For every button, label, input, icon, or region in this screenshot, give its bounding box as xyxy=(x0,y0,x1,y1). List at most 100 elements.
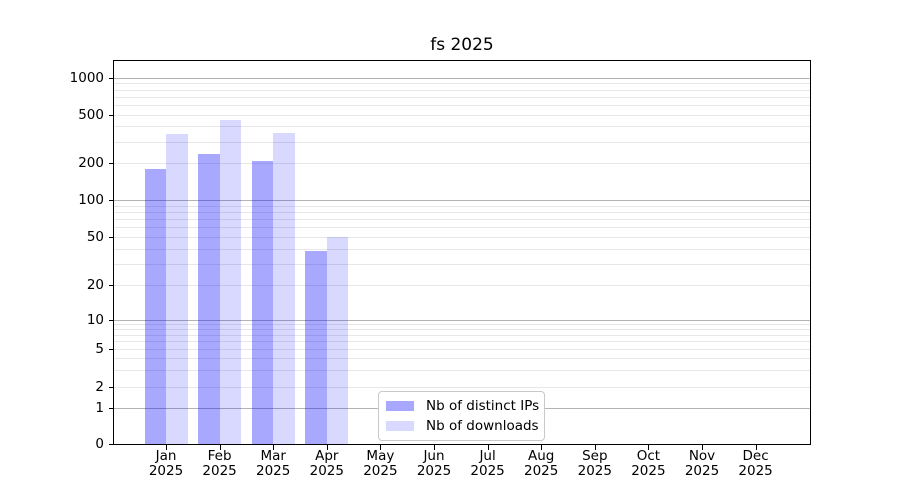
legend-swatch xyxy=(386,400,414,412)
gridline-minor xyxy=(114,114,810,116)
y-tick-label: 1000 xyxy=(69,69,104,86)
y-tick-label: 5 xyxy=(95,341,104,357)
x-tick-label: Aug 2025 xyxy=(506,449,576,479)
y-tick-label: 10 xyxy=(86,311,104,328)
gridline-minor xyxy=(114,386,810,388)
legend-item: Nb of downloads xyxy=(386,418,539,434)
x-tick-mark xyxy=(326,445,328,450)
gridline-minor xyxy=(114,89,810,91)
bar-nb-of-distinct-ips-apr xyxy=(305,251,327,444)
x-tick-label: Dec 2025 xyxy=(721,449,791,479)
x-tick-month: Feb xyxy=(207,448,232,464)
x-tick-month: Nov xyxy=(688,448,716,464)
bar-nb-of-downloads-mar xyxy=(273,132,295,444)
x-tick-mark xyxy=(702,445,703,450)
y-tick-mark xyxy=(109,114,114,116)
gridline-minor xyxy=(114,205,810,207)
x-tick-mark xyxy=(434,445,435,450)
x-tick-mark xyxy=(166,445,167,450)
y-tick-mark xyxy=(109,444,114,445)
x-tick-year: 2025 xyxy=(309,463,344,479)
y-tick-label: 2 xyxy=(95,378,104,395)
y-tick-label: 0 xyxy=(95,436,104,452)
y-tick-mark xyxy=(109,349,114,350)
gridline-minor xyxy=(114,324,810,325)
gridline-major xyxy=(114,77,810,79)
gridline-major xyxy=(114,200,810,201)
x-tick-label: Feb 2025 xyxy=(185,449,255,479)
x-tick-year: 2025 xyxy=(148,463,184,479)
x-tick-mark xyxy=(541,445,543,450)
plot-area xyxy=(113,60,811,445)
x-tick-mark xyxy=(380,445,382,450)
gridline-minor xyxy=(114,126,810,128)
gridline-minor xyxy=(114,236,810,238)
gridline-minor xyxy=(114,248,810,250)
x-tick-month: Sep xyxy=(582,448,608,464)
gridline-minor xyxy=(114,369,810,371)
x-tick-year: 2025 xyxy=(363,463,398,479)
bar-nb-of-downloads-apr xyxy=(326,236,349,444)
chart-title: fs 2025 xyxy=(430,35,494,55)
y-tick-mark xyxy=(109,407,114,409)
y-tick-label: 500 xyxy=(78,106,104,123)
y-tick-label: 100 xyxy=(78,192,104,208)
x-tick-month: Jun xyxy=(423,448,445,464)
gridline-minor xyxy=(114,341,810,343)
y-tick-mark xyxy=(109,77,114,79)
x-tick-month: Mar xyxy=(260,448,286,464)
y-tick-mark xyxy=(109,386,114,388)
x-tick-label: Nov 2025 xyxy=(667,449,737,479)
x-tick-year: 2025 xyxy=(738,463,773,479)
gridline-minor xyxy=(114,334,810,336)
bar-nb-of-distinct-ips-jan xyxy=(144,168,166,444)
y-tick-label: 1 xyxy=(95,399,104,416)
x-tick-label: Apr 2025 xyxy=(292,449,362,479)
x-tick-year: 2025 xyxy=(631,463,666,479)
x-tick-month: Apr xyxy=(315,448,339,464)
x-tick-month: Jan xyxy=(155,448,177,464)
gridline-minor xyxy=(114,285,810,286)
x-tick-label: May 2025 xyxy=(345,449,415,479)
gridline-minor xyxy=(114,329,810,330)
x-tick-mark xyxy=(594,445,596,450)
bar-nb-of-downloads-jan xyxy=(166,134,188,444)
x-tick-mark xyxy=(219,445,221,450)
x-tick-label: Oct 2025 xyxy=(613,449,683,479)
x-tick-label: Mar 2025 xyxy=(238,449,308,479)
x-tick-mark xyxy=(487,445,489,450)
y-tick-mark xyxy=(109,163,114,165)
y-tick-label: 200 xyxy=(78,155,104,172)
gridline-minor xyxy=(114,211,810,213)
legend-item: Nb of distinct IPs xyxy=(386,398,539,414)
x-tick-label: Jan 2025 xyxy=(131,449,201,479)
gridline-minor xyxy=(114,349,810,350)
y-tick-label: 50 xyxy=(86,228,104,245)
x-tick-mark xyxy=(273,445,275,450)
x-tick-month: Aug xyxy=(528,448,555,464)
y-tick-mark xyxy=(109,285,114,286)
gridline-minor xyxy=(114,358,810,360)
gridline-minor xyxy=(114,218,810,220)
x-tick-label: Sep 2025 xyxy=(560,449,630,479)
gridline-major xyxy=(114,319,810,321)
gridline-minor xyxy=(114,163,810,165)
x-tick-year: 2025 xyxy=(470,463,505,479)
bar-nb-of-distinct-ips-mar xyxy=(251,160,274,444)
x-tick-year: 2025 xyxy=(202,463,237,479)
x-tick-year: 2025 xyxy=(256,463,291,479)
x-tick-year: 2025 xyxy=(684,463,720,479)
bar-nb-of-downloads-feb xyxy=(219,120,242,444)
legend: Nb of distinct IPs Nb of downloads xyxy=(378,391,545,441)
legend-label: Nb of downloads xyxy=(426,418,539,434)
bar-nb-of-distinct-ips-feb xyxy=(198,153,220,444)
legend-swatch xyxy=(386,420,414,432)
gridline-minor xyxy=(114,227,810,229)
x-tick-mark xyxy=(648,445,650,450)
x-tick-year: 2025 xyxy=(416,463,452,479)
legend-label: Nb of distinct IPs xyxy=(426,398,540,414)
x-tick-year: 2025 xyxy=(524,463,559,479)
x-tick-mark xyxy=(755,445,757,450)
x-tick-label: Jun 2025 xyxy=(399,449,469,479)
